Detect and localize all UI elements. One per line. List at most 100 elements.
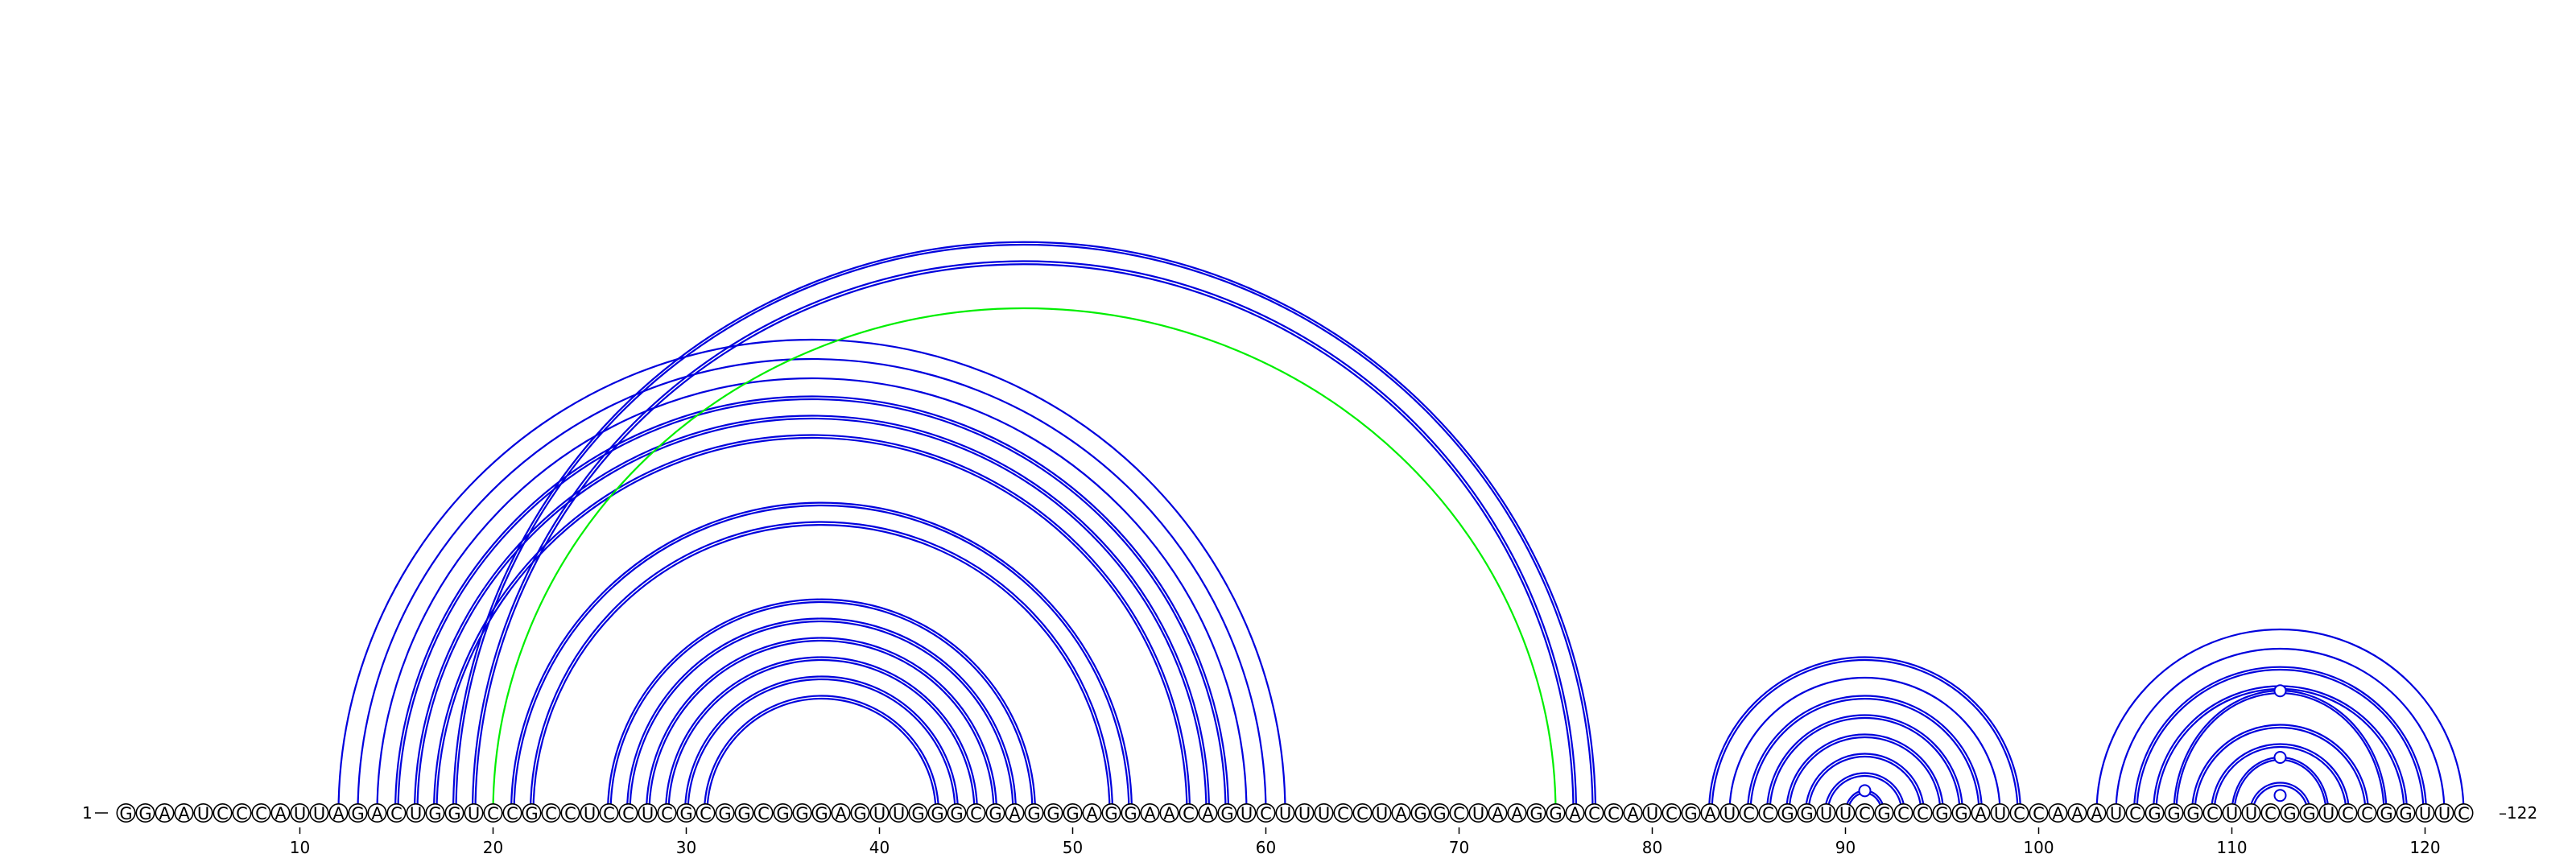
- nucleotide-circle: [734, 802, 754, 823]
- nucleotide-circle: [1217, 802, 1237, 823]
- nucleotide: G: [676, 802, 696, 823]
- nucleotide: U: [2222, 802, 2242, 823]
- nucleotide-letter: A: [1492, 804, 1504, 823]
- nucleotide: U: [1990, 802, 2010, 823]
- nucleotide-letter: C: [487, 804, 499, 823]
- nucleotide-letter: A: [1395, 804, 1407, 823]
- nucleotide-letter: G: [1549, 804, 1562, 823]
- nucleotide-letter: C: [2207, 804, 2219, 823]
- nucleotide-circle: [850, 802, 870, 823]
- nucleotide-letter: C: [1897, 804, 1909, 823]
- nucleotide-letter: C: [255, 804, 267, 823]
- nucleotide: C: [502, 802, 522, 823]
- nucleotide-circle: [155, 802, 175, 823]
- nucleotide-letter: G: [448, 804, 460, 823]
- nucleotide-circle: [309, 802, 329, 823]
- nucleotide-circle: [1159, 802, 1179, 823]
- nucleotide: C: [1893, 802, 1913, 823]
- nucleotide: G: [135, 802, 155, 823]
- pair-arc: [667, 658, 976, 814]
- nucleotide-letter: U: [1279, 804, 1291, 823]
- nucleotide: A: [1198, 802, 1218, 823]
- pair-arc: [337, 338, 1286, 814]
- nucleotide: U: [1816, 802, 1836, 823]
- nucleotide-letter: G: [815, 804, 828, 823]
- nucleotide-letter: U: [2322, 804, 2334, 823]
- nucleotide-circle: [560, 802, 580, 823]
- nucleotide-circle: [2376, 802, 2396, 823]
- nucleotide: C: [2357, 802, 2377, 823]
- nucleotide: G: [850, 802, 870, 823]
- nucleotide-letter: C: [1183, 804, 1195, 823]
- nucleotide: G: [2183, 802, 2203, 823]
- nucleotide: G: [444, 802, 464, 823]
- nucleotide: C: [753, 802, 774, 823]
- nucleotide-letter: U: [1241, 804, 1253, 823]
- nucleotide: U: [2241, 802, 2261, 823]
- nucleotide-circle: [1043, 802, 1063, 823]
- nucleotide-circle: [1024, 802, 1044, 823]
- nucleotide: U: [1372, 802, 1392, 823]
- nucleotide: C: [2260, 802, 2281, 823]
- nucleotide-letter: G: [1046, 804, 1059, 823]
- pair-arc: [1707, 656, 2022, 814]
- nucleotide-letter: G: [2148, 804, 2161, 823]
- pair-arc: [625, 617, 1018, 814]
- nucleotide-circle: [2048, 802, 2068, 823]
- nucleotide-letter: U: [1820, 804, 1832, 823]
- nucleotide-letter: G: [989, 804, 1001, 823]
- nucleotide: G: [811, 802, 832, 823]
- nucleotide: G: [1777, 802, 1798, 823]
- nucleotide-circle: [1874, 802, 1894, 823]
- pair-arc: [1749, 697, 1980, 814]
- pair-arc: [609, 600, 1034, 814]
- nucleotide-circle: [753, 802, 774, 823]
- nucleotide-letter: G: [1220, 804, 1233, 823]
- nucleotide-letter: U: [2110, 804, 2122, 823]
- nucleotide-letter: C: [545, 804, 557, 823]
- nucleotide-circle: [2067, 802, 2087, 823]
- pair-arc: [532, 523, 1111, 814]
- pair-arc: [683, 675, 960, 814]
- nucleotide: C: [696, 802, 716, 823]
- nucleotide-letter: A: [371, 804, 383, 823]
- nucleotide: U: [869, 802, 890, 823]
- nucleotide: G: [773, 802, 793, 823]
- nucleotide: G: [947, 802, 967, 823]
- nucleotide-circle: [1410, 802, 1430, 823]
- nucleotide: A: [1971, 802, 1991, 823]
- nucleotide-letter: C: [390, 804, 402, 823]
- pair-arc: [1807, 755, 1922, 814]
- nucleotide-letter: U: [584, 804, 596, 823]
- nucleotide: A: [367, 802, 387, 823]
- nucleotide-letter: G: [1124, 804, 1137, 823]
- nucleotide-circle: [290, 802, 310, 823]
- nucleotide-letter: U: [642, 804, 654, 823]
- nucleotide-letter: U: [313, 804, 325, 823]
- nucleotide: A: [1623, 802, 1643, 823]
- nucleotide: C: [2202, 802, 2223, 823]
- wobble-pair-marker: [1858, 784, 1872, 798]
- nucleotide: G: [2145, 802, 2165, 823]
- nucleotide: G: [2299, 802, 2319, 823]
- nucleotide-circle: [1488, 802, 1508, 823]
- nucleotide-circle: [1913, 802, 1933, 823]
- nucleotide-circle: [831, 802, 851, 823]
- nucleotide: C: [1449, 802, 1469, 823]
- nucleotide-circle: [1314, 802, 1334, 823]
- nucleotide-letter: G: [1414, 804, 1426, 823]
- nucleotide-circle: [1333, 802, 1353, 823]
- nucleotide: A: [328, 802, 349, 823]
- nucleotide: A: [2048, 802, 2068, 823]
- ticks-layer: 10 20 30 40 50 60 70 80 90 100 110 120: [290, 827, 2441, 857]
- nucleotide-letter: A: [1202, 804, 1214, 823]
- nucleotide-letter: U: [2438, 804, 2450, 823]
- nucleotide-circle: [1565, 802, 1585, 823]
- nucleotide-letter: U: [2226, 804, 2238, 823]
- nucleotide-letter: C: [1917, 804, 1929, 823]
- pair-arc: [1728, 676, 2001, 814]
- nucleotide-letter: A: [1704, 804, 1716, 823]
- nucleotide-circle: [1893, 802, 1913, 823]
- nucleotide-circle: [966, 802, 986, 823]
